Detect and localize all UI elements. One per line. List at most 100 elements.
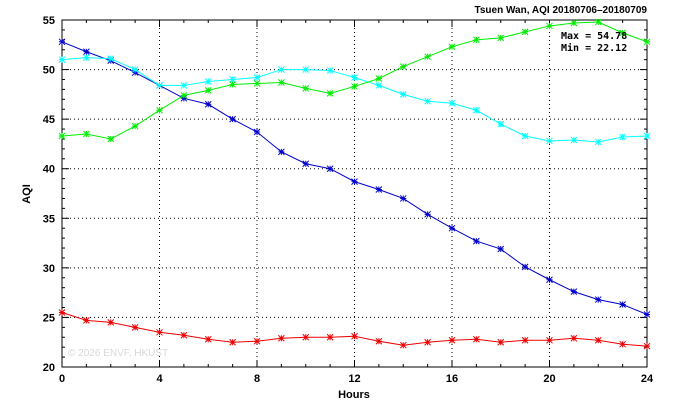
watermark-text: © 2026 ENVF, HKUST <box>68 348 168 359</box>
data-point <box>497 34 505 42</box>
data-point <box>375 337 383 345</box>
x-tick-label: 4 <box>156 373 163 385</box>
x-tick-label: 16 <box>446 373 458 385</box>
data-point <box>643 38 651 46</box>
data-point <box>643 132 651 140</box>
data-point <box>375 186 383 193</box>
data-point <box>351 83 358 90</box>
data-point <box>229 81 236 88</box>
data-point <box>302 160 310 168</box>
data-point <box>570 19 578 27</box>
data-point <box>278 66 285 73</box>
data-point <box>58 309 66 316</box>
data-point <box>83 54 90 62</box>
data-point <box>302 333 310 341</box>
y-tick-label: 35 <box>43 213 55 225</box>
data-point <box>58 132 66 140</box>
data-point <box>278 79 285 86</box>
data-point <box>424 338 431 346</box>
data-point <box>375 82 383 89</box>
x-tick-label: 8 <box>254 373 260 385</box>
data-point <box>180 331 188 339</box>
x-tick-label: 24 <box>641 373 654 385</box>
x-axis-title: Hours <box>338 389 370 401</box>
data-point <box>253 74 261 81</box>
data-point <box>546 276 553 284</box>
data-point <box>156 82 163 89</box>
data-point <box>497 120 505 128</box>
series-3 <box>58 18 651 143</box>
data-point <box>229 115 236 123</box>
y-tick-label: 50 <box>43 65 55 77</box>
data-point <box>204 87 212 94</box>
data-point <box>399 91 407 98</box>
data-point <box>156 328 163 336</box>
data-point <box>473 237 480 245</box>
data-point <box>399 195 407 202</box>
data-point <box>302 85 310 92</box>
y-tick-label: 45 <box>43 114 55 126</box>
series-line <box>61 57 648 143</box>
data-point <box>180 82 188 89</box>
data-point <box>229 338 236 346</box>
data-point <box>521 263 529 271</box>
data-point <box>326 67 334 74</box>
data-point <box>448 336 456 344</box>
data-point <box>83 317 90 324</box>
data-point <box>253 80 261 87</box>
data-point <box>107 55 115 63</box>
data-point <box>473 106 480 114</box>
data-point <box>278 148 285 156</box>
data-point <box>473 335 480 343</box>
data-point <box>253 337 261 345</box>
data-point <box>521 132 529 140</box>
data-point <box>229 76 236 83</box>
data-point <box>497 245 505 253</box>
data-point <box>594 296 602 303</box>
data-point <box>448 224 456 232</box>
data-point <box>351 74 358 81</box>
data-point <box>83 48 90 56</box>
data-point <box>546 22 553 30</box>
data-point <box>58 56 66 64</box>
x-tick-label: 20 <box>543 373 555 385</box>
data-point <box>424 97 431 105</box>
data-point <box>253 128 261 136</box>
stat-min-label: Min = 22.12 <box>561 42 627 54</box>
data-point <box>424 210 431 218</box>
y-tick-label: 20 <box>43 362 55 374</box>
series-layer <box>58 18 651 350</box>
data-point <box>204 78 212 85</box>
data-point <box>107 135 115 143</box>
data-point <box>594 138 602 146</box>
data-point <box>107 319 115 326</box>
data-point <box>594 336 602 344</box>
y-axis-title: AQI <box>21 184 33 204</box>
data-point <box>546 137 553 145</box>
x-tick-label: 0 <box>59 373 65 385</box>
data-point <box>594 18 602 26</box>
data-point <box>570 334 578 342</box>
data-point <box>204 100 212 108</box>
data-point <box>546 336 553 344</box>
data-point <box>448 43 456 51</box>
data-point <box>326 90 334 97</box>
data-point <box>83 130 90 138</box>
x-tick-label: 12 <box>348 373 360 385</box>
data-point <box>375 75 383 82</box>
y-tick-label: 55 <box>43 15 55 27</box>
y-tick-label: 40 <box>43 164 55 176</box>
stat-max-label: Max = 54.78 <box>561 31 627 42</box>
y-tick-label: 25 <box>43 312 55 324</box>
data-point <box>497 338 505 346</box>
chart-title: Tsuen Wan, AQI 20180706–20180709 <box>474 5 647 16</box>
data-point <box>131 66 139 73</box>
data-point <box>424 53 431 61</box>
data-point <box>619 133 626 141</box>
data-point <box>278 334 285 342</box>
series-line <box>61 41 648 315</box>
data-point <box>326 165 334 173</box>
data-point <box>643 311 651 318</box>
data-point <box>204 335 212 343</box>
